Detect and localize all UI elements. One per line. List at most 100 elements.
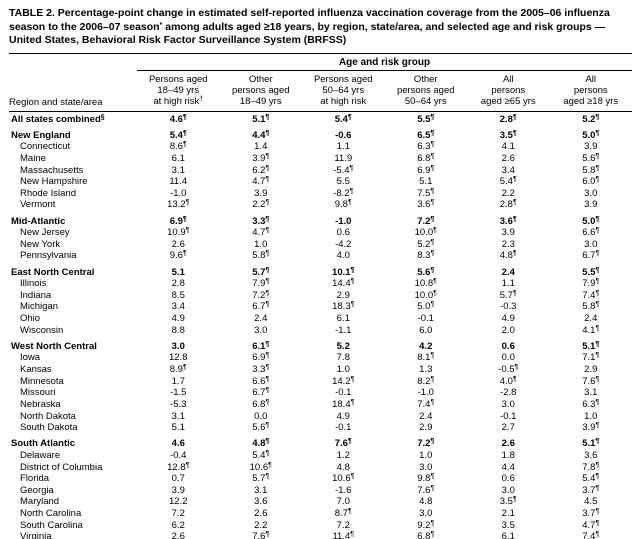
row-label: Indiana bbox=[20, 289, 52, 301]
table-title: TABLE 2. Percentage-point change in esti… bbox=[9, 7, 610, 47]
cell-value: 4.7¶ bbox=[252, 227, 270, 239]
cell-value: 3.6 bbox=[254, 496, 268, 508]
table-row: New York 2.6 1.0 -4.2 5.2¶ 2.3 3.0 bbox=[9, 239, 632, 251]
cell-value: 6.1¶ bbox=[252, 340, 270, 352]
cell-value: 5.1¶ bbox=[582, 438, 600, 450]
cell-value: 2.6 bbox=[254, 508, 268, 520]
cell-value: 3.1 bbox=[171, 410, 185, 422]
table-row: Kansas 8.9¶ 3.3¶ 1.0 1.3 -0.5¶ 2.9 bbox=[9, 364, 632, 377]
table-row: Maryland 12.2 3.6 7.0 4.8 3.5¶ 4.5 bbox=[9, 496, 632, 509]
cell-value: 10.8¶ bbox=[414, 278, 437, 290]
cell-value: -0.4 bbox=[170, 449, 187, 461]
row-label: District of Columbia bbox=[20, 461, 103, 473]
cell-value: 6.1 bbox=[171, 152, 185, 164]
cell-value: 5.8¶ bbox=[582, 301, 600, 313]
cell-value: 4.8¶ bbox=[499, 250, 517, 262]
table-row: Wisconsin 8.8 3.0 -1.1 6.0 2.0 4.1¶ bbox=[9, 325, 632, 337]
row-label: North Dakota bbox=[20, 410, 76, 422]
cell-value: 5.0¶ bbox=[417, 301, 435, 313]
cell-value: 8.3¶ bbox=[417, 250, 435, 262]
table-row: North Carolina 7.2 2.6 8.7¶ 3.0 2.1 3.7¶ bbox=[9, 508, 632, 521]
cell-value: 0.0 bbox=[501, 352, 515, 364]
row-label: Michigan bbox=[20, 301, 59, 313]
cell-value: 6.8¶ bbox=[252, 398, 270, 410]
cell-value: 1.0 bbox=[254, 238, 268, 250]
cell-value: 6.2¶ bbox=[252, 164, 270, 176]
cell-value: 5.5¶ bbox=[582, 266, 600, 278]
cell-value: 2.3 bbox=[501, 238, 515, 250]
cell-value: 3.3¶ bbox=[252, 215, 270, 227]
cell-value: 3.7¶ bbox=[582, 508, 600, 520]
row-label: Delaware bbox=[20, 449, 61, 461]
cell-value: 2.9 bbox=[419, 422, 433, 434]
cell-value: 8.9¶ bbox=[169, 364, 187, 376]
cell-value: 8.1¶ bbox=[417, 352, 435, 364]
cell-value: 3.5 bbox=[501, 519, 515, 531]
table-row: South Dakota 5.1 5.6¶ -0.1 2.9 2.7 3.9¶ bbox=[9, 422, 632, 435]
cell-value: 7.6¶ bbox=[417, 484, 435, 496]
cell-value: 6.9¶ bbox=[417, 164, 435, 176]
row-label: Massachusetts bbox=[20, 164, 84, 176]
row-label: Virginia bbox=[20, 531, 52, 539]
cell-value: 1.1 bbox=[501, 278, 515, 290]
cell-value: 4.6¶ bbox=[169, 113, 187, 125]
cell-value: -5.3 bbox=[170, 398, 187, 410]
cell-value: 4.7¶ bbox=[252, 176, 270, 188]
cell-value: 4.8 bbox=[336, 461, 350, 473]
cell-value: 4.2 bbox=[419, 340, 433, 352]
cell-value: 7.8 bbox=[336, 352, 350, 364]
cell-value: -1.0 bbox=[417, 387, 434, 399]
table-head: Age and risk group Region and state/area… bbox=[9, 53, 632, 112]
cell-value: 2.4 bbox=[254, 313, 268, 325]
cell-value: 1.0 bbox=[584, 410, 598, 422]
cell-value: 1.7 bbox=[171, 375, 185, 387]
table-row: Mid-Atlantic 6.9¶ 3.3¶ -1.0 7.2¶ 3.6¶ 5.0¶ bbox=[9, 212, 632, 228]
row-label: Georgia bbox=[20, 484, 54, 496]
cell-value: 10.0¶ bbox=[414, 227, 437, 239]
row-label: Nebraska bbox=[20, 398, 61, 410]
cell-value: 5.5¶ bbox=[417, 113, 435, 125]
cell-value: 11.9 bbox=[334, 152, 353, 164]
cell-value: 13.2¶ bbox=[167, 199, 190, 211]
row-label: Ohio bbox=[20, 313, 41, 325]
cell-value: 6.2 bbox=[171, 519, 185, 531]
table-row: Missouri -1.5 6.7¶ -0.1 -1.0 -2.8 3.1 bbox=[9, 387, 632, 400]
cell-value: 2.8¶ bbox=[499, 113, 517, 125]
cell-value: 7.2 bbox=[336, 519, 350, 531]
row-label: All states combined§ bbox=[11, 113, 105, 125]
cell-value: 3.1 bbox=[171, 164, 185, 176]
cell-value: 10.6¶ bbox=[249, 461, 272, 473]
table-row: South Atlantic 4.6 4.8¶ 7.6¶ 7.2¶ 2.6 5.1¶ bbox=[9, 434, 632, 450]
cell-value: 8.7¶ bbox=[334, 508, 352, 520]
cell-value: 0.6 bbox=[501, 473, 515, 485]
cell-value: 4.4¶ bbox=[252, 129, 270, 141]
cell-value: 2.9 bbox=[336, 289, 350, 301]
cell-value: 6.5¶ bbox=[417, 129, 435, 141]
row-label: Kansas bbox=[20, 364, 52, 376]
row-label: Vermont bbox=[20, 199, 56, 211]
row-label: Mid-Atlantic bbox=[11, 215, 66, 227]
cell-value: -2.8 bbox=[500, 387, 517, 399]
cell-value: 2.2 bbox=[501, 187, 515, 199]
table-row: New Hampshire 11.4 4.7¶ 5.5 5.1 5.4¶ 6.0¶ bbox=[9, 176, 632, 189]
cell-value: 6.8¶ bbox=[417, 152, 435, 164]
cell-value: 10.1¶ bbox=[332, 266, 355, 278]
cell-value: -1.5 bbox=[170, 387, 187, 399]
cell-value: 6.7¶ bbox=[582, 250, 600, 262]
cell-value: -1.6 bbox=[335, 484, 352, 496]
cell-value: 5.7¶ bbox=[252, 266, 270, 278]
cell-value: 6.7¶ bbox=[252, 387, 270, 399]
cell-value: 7.9¶ bbox=[252, 278, 270, 290]
row-header: Region and state/area bbox=[9, 70, 137, 112]
cell-value: 5.7¶ bbox=[252, 473, 270, 485]
row-label: New Hampshire bbox=[20, 176, 88, 188]
cell-value: 1.2 bbox=[336, 449, 350, 461]
cell-value: 3.0 bbox=[501, 398, 515, 410]
table-row: Minnesota 1.7 6.6¶ 14.2¶ 8.2¶ 4.0¶ 7.6¶ bbox=[9, 376, 632, 388]
cell-value: 7.2 bbox=[171, 508, 185, 520]
cell-value: 6.9¶ bbox=[252, 352, 270, 364]
table-row: Indiana 8.5 7.2¶ 2.9 10.0¶ 5.7¶ 7.4¶ bbox=[9, 290, 632, 302]
cell-value: 4.5 bbox=[584, 496, 598, 508]
cell-value: 14.2¶ bbox=[332, 375, 355, 387]
cell-value: 0.7 bbox=[171, 473, 185, 485]
